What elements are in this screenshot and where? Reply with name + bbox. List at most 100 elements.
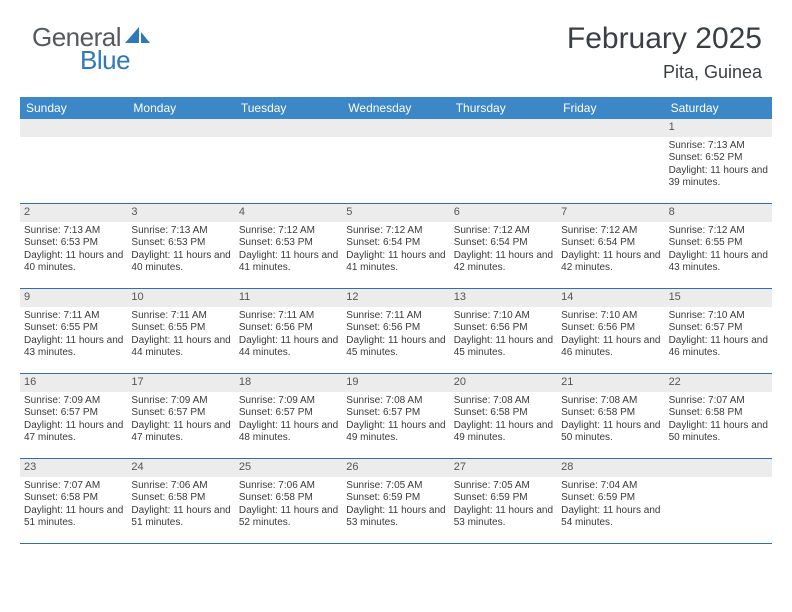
- day-number: 2: [20, 204, 127, 222]
- day-cell: 14Sunrise: 7:10 AMSunset: 6:56 PMDayligh…: [557, 289, 664, 373]
- daylight-text: Daylight: 11 hours and 39 minutes.: [669, 165, 768, 190]
- empty-cell: [665, 459, 772, 543]
- day-number: 25: [235, 459, 342, 477]
- sunset-text: Sunset: 6:58 PM: [561, 407, 660, 420]
- sunset-text: Sunset: 6:54 PM: [454, 237, 553, 250]
- sunset-text: Sunset: 6:53 PM: [24, 237, 123, 250]
- sunrise-text: Sunrise: 7:11 AM: [24, 310, 123, 323]
- daylight-text: Daylight: 11 hours and 54 minutes.: [561, 505, 660, 530]
- day-number: 27: [450, 459, 557, 477]
- sunset-text: Sunset: 6:54 PM: [561, 237, 660, 250]
- daylight-text: Daylight: 11 hours and 51 minutes.: [131, 505, 230, 530]
- location-subtitle: Pita, Guinea: [567, 62, 762, 83]
- sunrise-text: Sunrise: 7:10 AM: [561, 310, 660, 323]
- daylight-text: Daylight: 11 hours and 42 minutes.: [561, 250, 660, 275]
- daylight-text: Daylight: 11 hours and 49 minutes.: [346, 420, 445, 445]
- day-number: 21: [557, 374, 664, 392]
- day-cell: 13Sunrise: 7:10 AMSunset: 6:56 PMDayligh…: [450, 289, 557, 373]
- daylight-text: Daylight: 11 hours and 42 minutes.: [454, 250, 553, 275]
- day-number: 28: [557, 459, 664, 477]
- sail-icon: [125, 25, 151, 43]
- week-row: 1Sunrise: 7:13 AMSunset: 6:52 PMDaylight…: [20, 119, 772, 204]
- sunset-text: Sunset: 6:56 PM: [454, 322, 553, 335]
- weekday-friday: Friday: [557, 97, 664, 119]
- sunset-text: Sunset: 6:57 PM: [131, 407, 230, 420]
- daylight-text: Daylight: 11 hours and 48 minutes.: [239, 420, 338, 445]
- empty-cell: [127, 119, 234, 203]
- day-number: 19: [342, 374, 449, 392]
- empty-cell: [557, 119, 664, 203]
- empty-cell: [20, 119, 127, 203]
- header: GeneralBlue February 2025 Pita, Guinea: [0, 0, 792, 89]
- sunrise-text: Sunrise: 7:13 AM: [131, 225, 230, 238]
- daylight-text: Daylight: 11 hours and 44 minutes.: [131, 335, 230, 360]
- day-cell: 24Sunrise: 7:06 AMSunset: 6:58 PMDayligh…: [127, 459, 234, 543]
- daylight-text: Daylight: 11 hours and 52 minutes.: [239, 505, 338, 530]
- day-number: 15: [665, 289, 772, 307]
- sunset-text: Sunset: 6:55 PM: [131, 322, 230, 335]
- calendar-body: 1Sunrise: 7:13 AMSunset: 6:52 PMDaylight…: [20, 119, 772, 544]
- daylight-text: Daylight: 11 hours and 53 minutes.: [454, 505, 553, 530]
- daylight-text: Daylight: 11 hours and 43 minutes.: [24, 335, 123, 360]
- day-number: 22: [665, 374, 772, 392]
- weekday-tuesday: Tuesday: [235, 97, 342, 119]
- day-number: [127, 119, 234, 137]
- title-block: February 2025 Pita, Guinea: [567, 22, 762, 83]
- sunrise-text: Sunrise: 7:12 AM: [561, 225, 660, 238]
- day-cell: 8Sunrise: 7:12 AMSunset: 6:55 PMDaylight…: [665, 204, 772, 288]
- day-cell: 28Sunrise: 7:04 AMSunset: 6:59 PMDayligh…: [557, 459, 664, 543]
- day-cell: 22Sunrise: 7:07 AMSunset: 6:58 PMDayligh…: [665, 374, 772, 458]
- day-number: 20: [450, 374, 557, 392]
- day-number: 26: [342, 459, 449, 477]
- day-number: 23: [20, 459, 127, 477]
- daylight-text: Daylight: 11 hours and 45 minutes.: [346, 335, 445, 360]
- day-number: 7: [557, 204, 664, 222]
- sunrise-text: Sunrise: 7:13 AM: [24, 225, 123, 238]
- sunset-text: Sunset: 6:55 PM: [24, 322, 123, 335]
- weekday-monday: Monday: [127, 97, 234, 119]
- day-number: 12: [342, 289, 449, 307]
- day-number: [665, 459, 772, 477]
- weekday-wednesday: Wednesday: [342, 97, 449, 119]
- day-cell: 10Sunrise: 7:11 AMSunset: 6:55 PMDayligh…: [127, 289, 234, 373]
- sunset-text: Sunset: 6:53 PM: [131, 237, 230, 250]
- sunset-text: Sunset: 6:58 PM: [454, 407, 553, 420]
- day-number: 24: [127, 459, 234, 477]
- day-number: 8: [665, 204, 772, 222]
- empty-cell: [450, 119, 557, 203]
- day-number: 11: [235, 289, 342, 307]
- daylight-text: Daylight: 11 hours and 41 minutes.: [239, 250, 338, 275]
- sunrise-text: Sunrise: 7:08 AM: [346, 395, 445, 408]
- daylight-text: Daylight: 11 hours and 50 minutes.: [561, 420, 660, 445]
- day-cell: 9 Sunrise: 7:11 AMSunset: 6:55 PMDaylight…: [20, 289, 127, 373]
- daylight-text: Daylight: 11 hours and 50 minutes.: [669, 420, 768, 445]
- sunset-text: Sunset: 6:57 PM: [24, 407, 123, 420]
- day-cell: 23Sunrise: 7:07 AMSunset: 6:58 PMDayligh…: [20, 459, 127, 543]
- day-number: 5: [342, 204, 449, 222]
- day-cell: 19Sunrise: 7:08 AMSunset: 6:57 PMDayligh…: [342, 374, 449, 458]
- daylight-text: Daylight: 11 hours and 40 minutes.: [24, 250, 123, 275]
- sunrise-text: Sunrise: 7:11 AM: [239, 310, 338, 323]
- sunrise-text: Sunrise: 7:05 AM: [346, 480, 445, 493]
- sunset-text: Sunset: 6:59 PM: [454, 492, 553, 505]
- day-number: 9: [20, 289, 127, 307]
- day-number: 10: [127, 289, 234, 307]
- day-cell: 27 Sunrise: 7:05 AMSunset: 6:59 PMDayligh…: [450, 459, 557, 543]
- day-number: 17: [127, 374, 234, 392]
- day-number: 3: [127, 204, 234, 222]
- sunset-text: Sunset: 6:56 PM: [239, 322, 338, 335]
- sunset-text: Sunset: 6:58 PM: [24, 492, 123, 505]
- day-cell: 15Sunrise: 7:10 AMSunset: 6:57 PMDayligh…: [665, 289, 772, 373]
- daylight-text: Daylight: 11 hours and 45 minutes.: [454, 335, 553, 360]
- sunrise-text: Sunrise: 7:09 AM: [24, 395, 123, 408]
- day-cell: 2 Sunrise: 7:13 AMSunset: 6:53 PMDaylight…: [20, 204, 127, 288]
- week-row: 2Sunrise: 7:13 AMSunset: 6:53 PMDaylight…: [20, 204, 772, 289]
- daylight-text: Daylight: 11 hours and 49 minutes.: [454, 420, 553, 445]
- sunrise-text: Sunrise: 7:05 AM: [454, 480, 553, 493]
- sunset-text: Sunset: 6:55 PM: [669, 237, 768, 250]
- sunset-text: Sunset: 6:57 PM: [239, 407, 338, 420]
- day-cell: 1Sunrise: 7:13 AMSunset: 6:52 PMDaylight…: [665, 119, 772, 203]
- sunrise-text: Sunrise: 7:11 AM: [346, 310, 445, 323]
- day-cell: 17Sunrise: 7:09 AMSunset: 6:57 PMDayligh…: [127, 374, 234, 458]
- sunset-text: Sunset: 6:58 PM: [239, 492, 338, 505]
